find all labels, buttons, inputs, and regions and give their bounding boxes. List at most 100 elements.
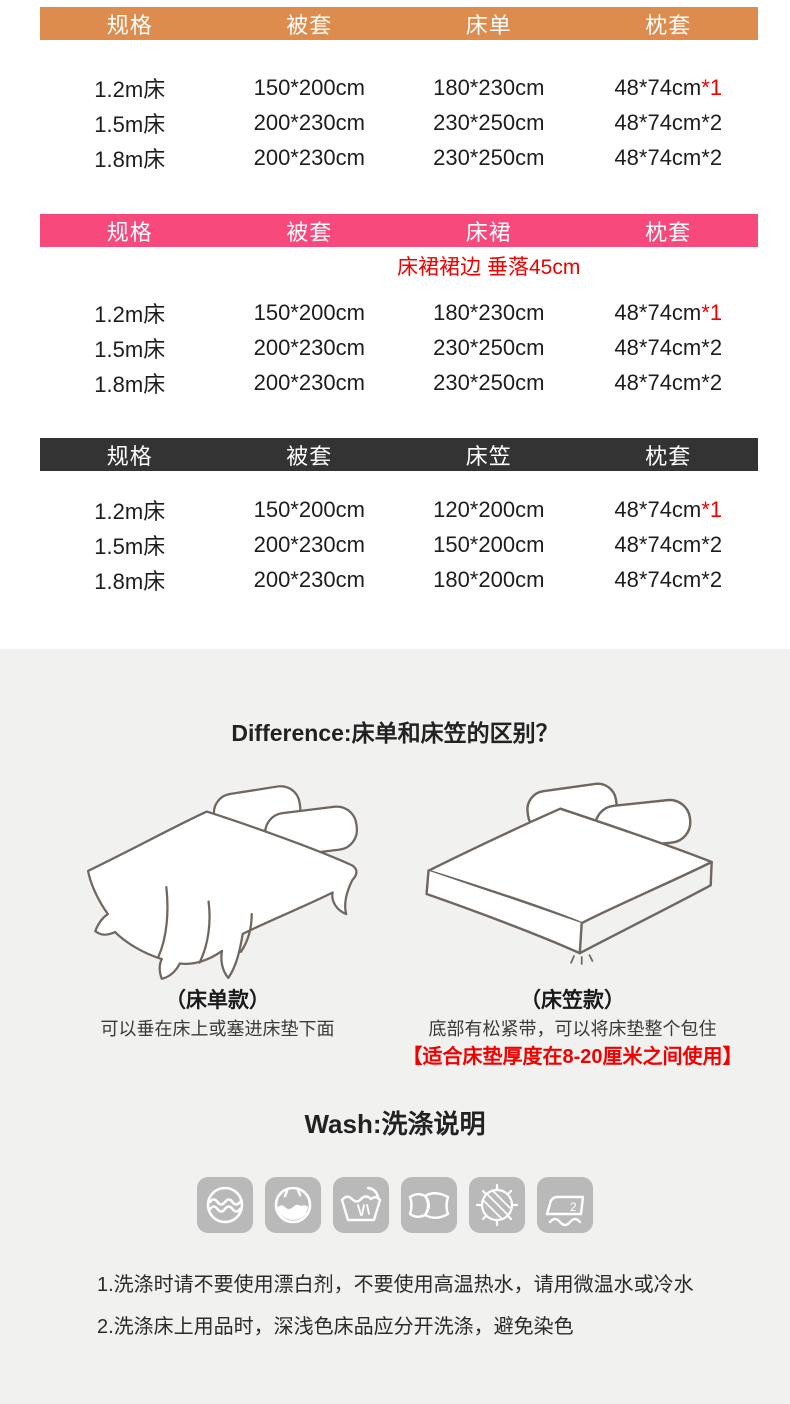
mattress-thickness-warning: 【适合床垫厚度在8-20厘米之间使用】 (402, 1046, 743, 1068)
tumble-dry-icon (469, 1177, 525, 1233)
duvet-cell: 150*200cm (253, 496, 365, 522)
pillow-size: 48*74cm (614, 566, 702, 592)
pillow-size: 48*74cm (614, 531, 702, 557)
wash-care-icons-row: 2 (0, 1177, 790, 1233)
pillow-cell: 48*74cm*2 (579, 145, 759, 171)
pillow-cell: 48*74cm*2 (579, 532, 759, 558)
pillow-count: *1 (701, 74, 723, 100)
pillow-cell: 48*74cm*1 (579, 497, 759, 523)
item-cell: 230*250cm (433, 369, 545, 395)
table-row: 1.8m床 200*230cm 230*250cm 48*74cm*2 (40, 140, 758, 175)
pillow-cell: 48*74cm*1 (579, 75, 759, 101)
wash-notes: 1.洗涤时请不要使用漂白剂，不要使用高温热水，请用微温水或冷水 2.洗涤床上用品… (97, 1271, 790, 1341)
wash-title: Wash:洗涤说明 (304, 1109, 486, 1139)
duvet-cell: 200*230cm (253, 334, 365, 360)
difference-title: Difference:床单和床笠的区别？ (231, 720, 559, 746)
spec-cell: 1.5m床 (94, 111, 166, 137)
pillow-size: 48*74cm (614, 334, 702, 360)
duvet-cell: 150*200cm (253, 74, 365, 100)
hand-wash-icon (333, 1177, 389, 1233)
skirt-drop-note: 床裙裙边 垂落45cm (397, 256, 581, 279)
table-row: 1.8m床 200*230cm 180*200cm 48*74cm*2 (40, 562, 758, 597)
item-cell: 120*200cm (433, 496, 545, 522)
spec-cell: 1.5m床 (94, 533, 166, 559)
column-header: 被套 (286, 219, 333, 245)
spec-cell: 1.8m床 (94, 146, 166, 172)
pillow-cell: 48*74cm*2 (579, 567, 759, 593)
spec-table-flat-sheet: 规格 被套 床单 枕套 1.2m床 150*200cm 180*230cm 48… (0, 7, 790, 175)
pillow-cell: 48*74cm*2 (579, 110, 759, 136)
column-header: 规格 (106, 219, 153, 245)
column-header: 被套 (286, 443, 333, 469)
flat-sheet-illustration (40, 781, 395, 986)
fitted-sheet-caption: 底部有松紧带，可以将床垫整个包住 (428, 1019, 717, 1039)
pillow-count: *2 (701, 531, 723, 557)
item-cell: 150*200cm (433, 531, 545, 557)
pillow-count: *2 (701, 334, 723, 360)
spec-table-fitted-sheet: 规格 被套 床笠 枕套 1.2m床 150*200cm 120*200cm 48… (0, 438, 790, 597)
wash-note-2: 2.洗涤床上用品时，深浅色床品应分开洗涤，避免染色 (97, 1316, 574, 1338)
table-header-row: 规格 被套 床笠 枕套 (40, 438, 758, 471)
pillow-size: 48*74cm (614, 74, 702, 100)
iron-medium-icon: 2 (537, 1177, 593, 1233)
table-row: 1.5m床 200*230cm 230*250cm 48*74cm*2 (40, 105, 758, 140)
item-cell: 230*250cm (433, 144, 545, 170)
column-header: 被套 (286, 12, 333, 38)
pillow-count: *2 (701, 144, 723, 170)
flat-sheet-column: （床单款） 可以垂在床上或塞进床垫下面 (40, 781, 395, 1070)
fitted-sheet-illustration (395, 781, 750, 986)
pillow-size: 48*74cm (614, 496, 702, 522)
column-header: 枕套 (645, 443, 692, 469)
table-row: 1.2m床 150*200cm 180*230cm 48*74cm*1 (40, 295, 758, 330)
table-row: 1.5m床 200*230cm 150*200cm 48*74cm*2 (40, 527, 758, 562)
difference-and-wash-section: Difference:床单和床笠的区别？ （床 (0, 649, 790, 1404)
column-header: 枕套 (645, 12, 692, 38)
column-header: 枕套 (645, 219, 692, 245)
do-not-wring-icon (401, 1177, 457, 1233)
pillow-size: 48*74cm (614, 109, 702, 135)
table-row: 1.8m床 200*230cm 230*250cm 48*74cm*2 (40, 365, 758, 400)
table-header-row: 规格 被套 床裙 枕套 (40, 214, 758, 247)
column-header: 规格 (106, 443, 153, 469)
spec-cell: 1.2m床 (94, 498, 166, 524)
machine-wash-icon (197, 1177, 253, 1233)
pillow-count: *1 (701, 496, 723, 522)
spec-cell: 1.8m床 (94, 371, 166, 397)
column-header: 床裙 (465, 219, 512, 245)
column-header: 床单 (465, 12, 512, 38)
column-header: 规格 (106, 12, 153, 38)
table-header-row: 规格 被套 床单 枕套 (40, 7, 758, 40)
duvet-cell: 200*230cm (253, 109, 365, 135)
item-cell: 230*250cm (433, 334, 545, 360)
table-row: 1.2m床 150*200cm 180*230cm 48*74cm*1 (40, 70, 758, 105)
spec-cell: 1.8m床 (94, 568, 166, 594)
size-spec-tables: 规格 被套 床单 枕套 1.2m床 150*200cm 180*230cm 48… (0, 0, 790, 597)
pillow-size: 48*74cm (614, 369, 702, 395)
column-header: 床笠 (465, 443, 512, 469)
duvet-cell: 200*230cm (253, 369, 365, 395)
duvet-cell: 150*200cm (253, 299, 365, 325)
item-cell: 230*250cm (433, 109, 545, 135)
fitted-sheet-label: （床笠款） (520, 989, 625, 1012)
fitted-sheet-column: （床笠款） 底部有松紧带，可以将床垫整个包住 【适合床垫厚度在8-20厘米之间使… (395, 781, 750, 1070)
flat-sheet-label: （床单款） (165, 989, 270, 1012)
pillow-size: 48*74cm (614, 299, 702, 325)
pillow-cell: 48*74cm*2 (579, 370, 759, 396)
pillow-cell: 48*74cm*2 (579, 335, 759, 361)
pillow-count: *1 (701, 299, 723, 325)
flat-sheet-caption: 可以垂在床上或塞进床垫下面 (100, 1019, 335, 1039)
table-body: 1.2m床 150*200cm 180*230cm 48*74cm*1 1.5m… (40, 282, 758, 400)
wash-note-1: 1.洗涤时请不要使用漂白剂，不要使用高温热水，请用微温水或冷水 (97, 1274, 694, 1296)
pillow-cell: 48*74cm*1 (579, 300, 759, 326)
duvet-cell: 200*230cm (253, 566, 365, 592)
pillow-count: *2 (701, 566, 723, 592)
table-row: 1.2m床 150*200cm 120*200cm 48*74cm*1 (40, 492, 758, 527)
do-not-bleach-icon (265, 1177, 321, 1233)
spec-cell: 1.2m床 (94, 301, 166, 327)
table-body: 1.2m床 150*200cm 120*200cm 48*74cm*1 1.5m… (40, 471, 758, 597)
spec-cell: 1.5m床 (94, 336, 166, 362)
item-cell: 180*230cm (433, 74, 545, 100)
duvet-cell: 200*230cm (253, 144, 365, 170)
bed-illustrations-row: （床单款） 可以垂在床上或塞进床垫下面 (0, 781, 790, 1070)
spec-table-bed-skirt: 规格 被套 床裙 枕套 床裙裙边 垂落45cm 1.2m床 150*200cm … (0, 214, 790, 400)
